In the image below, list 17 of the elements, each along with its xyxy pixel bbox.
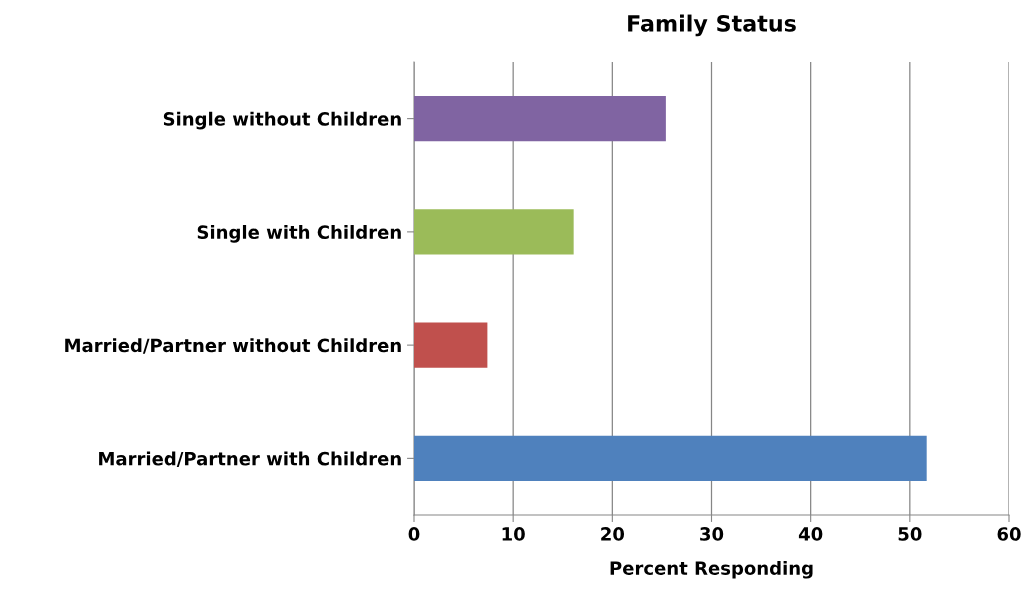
x-tick-label: 30 (700, 527, 724, 541)
bar (414, 435, 927, 482)
chart-title: Family Status (628, 14, 796, 37)
x-tick-label: 20 (601, 527, 625, 541)
x-axis-title: Percent Responding (610, 560, 813, 579)
x-tick-label: 0 (408, 527, 420, 541)
x-tick-label: 10 (502, 527, 525, 541)
y-tick-label: Single without Children (163, 111, 401, 130)
x-tick-label: 40 (798, 527, 823, 541)
y-tick-label: Single with Children (197, 225, 401, 243)
y-tick-label: Married/Partner without Children (65, 338, 401, 354)
bar (414, 95, 666, 142)
x-tick-label: 50 (898, 527, 922, 541)
bar (414, 209, 574, 255)
bar (414, 322, 488, 368)
x-tick-label: 60 (997, 527, 1021, 541)
y-tick-label: Married/Partner with Children (99, 451, 401, 467)
